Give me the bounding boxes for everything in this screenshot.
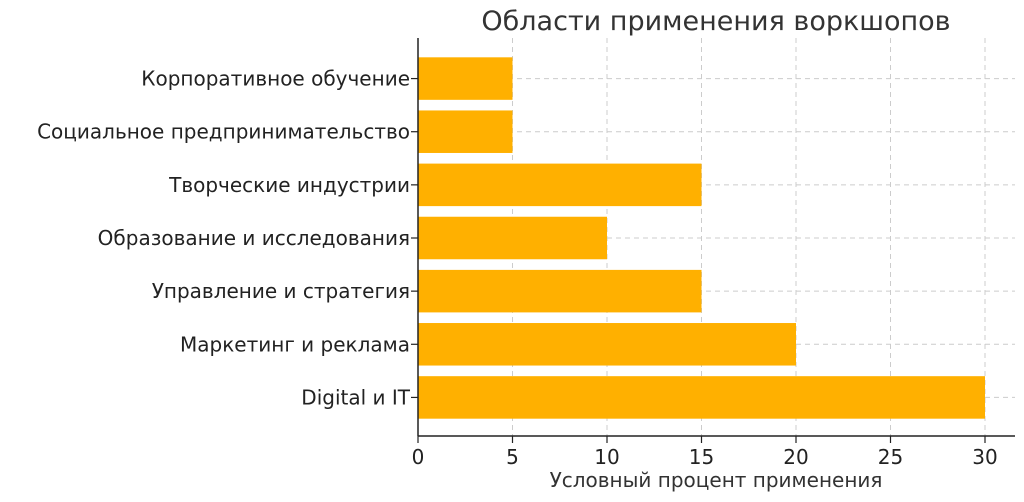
category-labels: Корпоративное обучение Социальное предпри… bbox=[37, 67, 411, 410]
bar bbox=[418, 269, 702, 313]
x-axis-label: Условный процент применения bbox=[550, 468, 883, 492]
bars bbox=[418, 57, 985, 419]
bar bbox=[418, 163, 702, 207]
axes bbox=[411, 38, 1015, 443]
category-label: Творческие индустрии bbox=[168, 173, 410, 197]
bar bbox=[418, 57, 513, 100]
category-label: Образование и исследования bbox=[98, 226, 410, 250]
bar bbox=[418, 323, 796, 366]
chart-title: Области применения воркшопов bbox=[481, 6, 950, 37]
x-tick-label: 5 bbox=[506, 445, 519, 469]
x-tick-label: 0 bbox=[412, 445, 425, 469]
x-tick-label: 30 bbox=[972, 445, 997, 469]
x-tick-label: 25 bbox=[878, 445, 903, 469]
x-tick-label: 10 bbox=[594, 445, 619, 469]
x-tick-labels: 0 5 10 15 20 25 30 bbox=[412, 445, 998, 469]
x-tick-label: 20 bbox=[783, 445, 808, 469]
category-label: Социальное предпринимательство bbox=[37, 120, 410, 144]
x-tick-label: 15 bbox=[689, 445, 714, 469]
bar bbox=[418, 376, 985, 419]
bar bbox=[418, 216, 607, 260]
category-label: Маркетинг и реклама bbox=[180, 332, 410, 356]
category-label: Корпоративное обучение bbox=[141, 67, 410, 91]
category-label: Digital и IT bbox=[301, 385, 410, 409]
category-label: Управление и стратегия bbox=[152, 279, 410, 303]
bar bbox=[418, 110, 513, 153]
